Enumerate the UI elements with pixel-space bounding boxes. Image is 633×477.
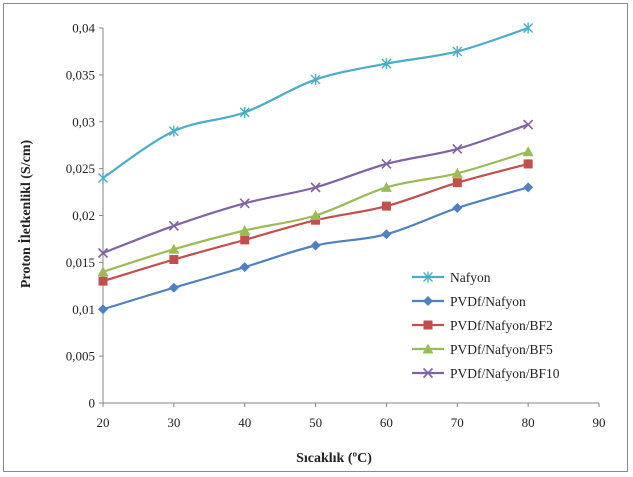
data-point bbox=[168, 282, 179, 293]
axes: 0 0,005 0,01 0,015 0,02 0,025 0,03 0,035 0,04 20 3… bbox=[66, 21, 606, 431]
data-point bbox=[239, 198, 250, 209]
legend-label: PVDf/Nafyon/BF5 bbox=[450, 342, 553, 357]
legend-label: PVDf/Nafyon/BF10 bbox=[450, 366, 560, 381]
y-tick-label: 0,025 bbox=[66, 161, 95, 176]
series-4 bbox=[97, 119, 534, 259]
data-point bbox=[169, 255, 179, 265]
data-point bbox=[381, 229, 392, 240]
data-point bbox=[168, 125, 179, 137]
legend-marker bbox=[423, 271, 433, 283]
legend-marker bbox=[422, 343, 434, 354]
data-point bbox=[523, 119, 534, 130]
legend-label: PVDf/Nafyon/BF2 bbox=[450, 318, 553, 333]
y-tick-label: 0,03 bbox=[72, 114, 95, 129]
legend-label: PVDf/Nafyon bbox=[450, 294, 526, 309]
x-tick-label: 40 bbox=[238, 415, 251, 430]
series-2 bbox=[98, 159, 533, 286]
series-1 bbox=[98, 182, 534, 315]
data-point bbox=[239, 262, 250, 273]
legend-entry: PVDf/Nafyon bbox=[412, 294, 526, 309]
data-point bbox=[381, 158, 392, 170]
y-tick-label: 0,015 bbox=[66, 255, 95, 270]
data-point bbox=[98, 304, 108, 315]
data-point bbox=[310, 182, 321, 193]
y-tick-label: 0,005 bbox=[66, 349, 95, 364]
y-tick-label: 0,035 bbox=[66, 67, 95, 82]
y-tick-label: 0,02 bbox=[72, 208, 95, 223]
data-point bbox=[381, 201, 391, 211]
y-axis-title: Proton İletkenlikl (S/cm) bbox=[17, 140, 34, 289]
data-point bbox=[381, 58, 392, 70]
y-tick-label: 0 bbox=[89, 396, 96, 411]
x-tick-label: 20 bbox=[97, 415, 110, 430]
legend-entry: PVDf/Nafyon/BF2 bbox=[412, 318, 553, 333]
data-point bbox=[310, 74, 321, 86]
series-line bbox=[102, 26, 529, 179]
x-tick-label: 90 bbox=[593, 415, 606, 430]
data-point bbox=[97, 266, 109, 277]
legend-entry: PVDf/Nafyon/BF10 bbox=[412, 366, 560, 381]
data-point bbox=[97, 247, 109, 259]
legend-entry: PVDf/Nafyon/BF5 bbox=[412, 342, 553, 357]
data-point bbox=[239, 225, 251, 235]
series-0 bbox=[98, 22, 534, 184]
data-point bbox=[380, 181, 392, 192]
data-point bbox=[452, 143, 463, 155]
data-point bbox=[168, 243, 180, 254]
data-point bbox=[240, 235, 250, 245]
x-tick-label: 60 bbox=[380, 415, 393, 430]
legend-label: Nafyon bbox=[450, 270, 491, 285]
data-point bbox=[522, 146, 534, 157]
plot-area bbox=[97, 22, 534, 315]
series-3 bbox=[97, 146, 534, 277]
data-point bbox=[452, 178, 462, 188]
data-point bbox=[310, 210, 322, 220]
x-tick-label: 30 bbox=[167, 415, 180, 430]
x-axis-title: Sıcaklık (ºC) bbox=[296, 451, 372, 466]
legend-marker bbox=[423, 320, 433, 330]
data-point bbox=[452, 203, 463, 213]
data-point bbox=[452, 45, 463, 57]
y-tick-label: 0,01 bbox=[72, 302, 95, 317]
data-point bbox=[310, 240, 321, 251]
data-point bbox=[311, 215, 321, 225]
legend-marker bbox=[423, 296, 433, 306]
data-point bbox=[523, 22, 534, 34]
x-tick-label: 50 bbox=[309, 415, 322, 430]
legend: Nafyon PVDf/Nafyon PVDf/Nafyon/BF2 PVDf/Naf… bbox=[412, 270, 560, 381]
x-tick-label: 80 bbox=[522, 415, 535, 430]
data-point bbox=[451, 167, 463, 178]
legend-marker bbox=[422, 367, 434, 379]
data-point bbox=[168, 220, 179, 231]
data-point bbox=[239, 106, 250, 118]
data-point bbox=[98, 172, 108, 184]
x-tick-label: 70 bbox=[451, 415, 464, 430]
legend-entry: Nafyon bbox=[412, 270, 491, 285]
y-tick-label: 0,04 bbox=[72, 21, 95, 36]
data-point bbox=[523, 159, 533, 169]
series-line bbox=[102, 123, 529, 255]
data-point bbox=[98, 276, 108, 286]
data-point bbox=[523, 182, 534, 193]
